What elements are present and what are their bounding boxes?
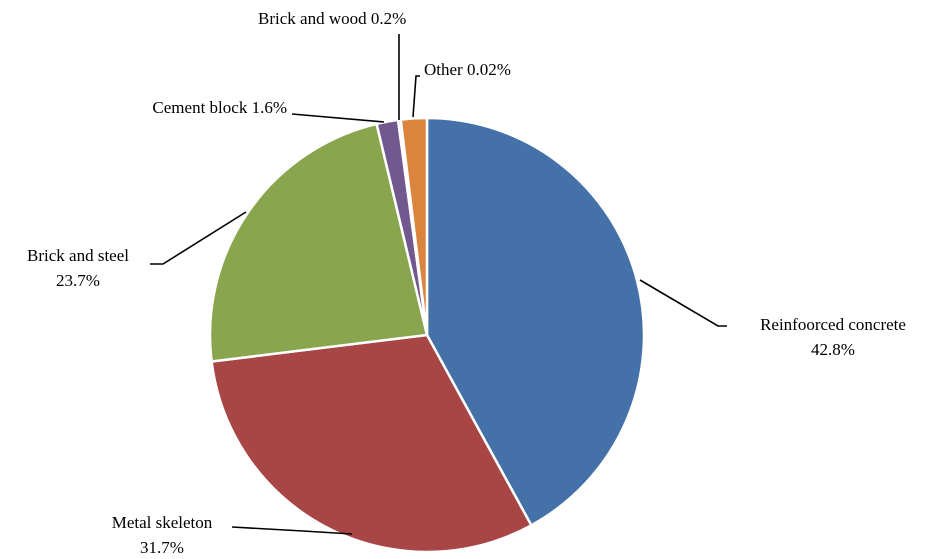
leader-lines [150, 34, 727, 535]
label-metal-skeleton-value: 31.7% [140, 538, 184, 557]
label-other-name: Other [424, 60, 463, 79]
pie-slice-metal-skeleton [210, 333, 533, 554]
leader-line-metal-skeleton [231, 526, 353, 535]
label-cement-block: Cement block 1.6% [152, 98, 287, 117]
label-brick-and-wood-value: 0.2% [371, 9, 406, 28]
pie-slice-other [399, 116, 429, 337]
pie-slices [208, 116, 646, 554]
label-other: Other 0.02% [424, 60, 511, 79]
pie-slice-reinfoorced-concrete [425, 116, 646, 527]
data-labels: Reinfoorced concrete 42.8% Metal skeleto… [27, 9, 906, 557]
leader-line-brick-and-steel [150, 211, 247, 265]
label-other-value: 0.02% [467, 60, 511, 79]
leader-line-other [412, 75, 420, 118]
label-reinfoorced-concrete-value: 42.8% [811, 340, 855, 359]
leader-line-reinfoorced-concrete [639, 279, 727, 327]
label-brick-and-steel-name: Brick and steel [27, 246, 129, 265]
label-cement-block-name: Cement block [152, 98, 247, 117]
pie-slice-brick-and-steel [208, 122, 429, 363]
label-cement-block-value: 1.6% [252, 98, 287, 117]
label-brick-and-wood-name: Brick and wood [258, 9, 367, 28]
label-brick-and-wood: Brick and wood 0.2% [258, 9, 406, 28]
label-reinfoorced-concrete-name: Reinfoorced concrete [760, 315, 906, 334]
leader-line-cement-block [291, 113, 385, 123]
label-metal-skeleton-name: Metal skeleton [112, 513, 213, 532]
label-brick-and-steel-value: 23.7% [56, 271, 100, 290]
